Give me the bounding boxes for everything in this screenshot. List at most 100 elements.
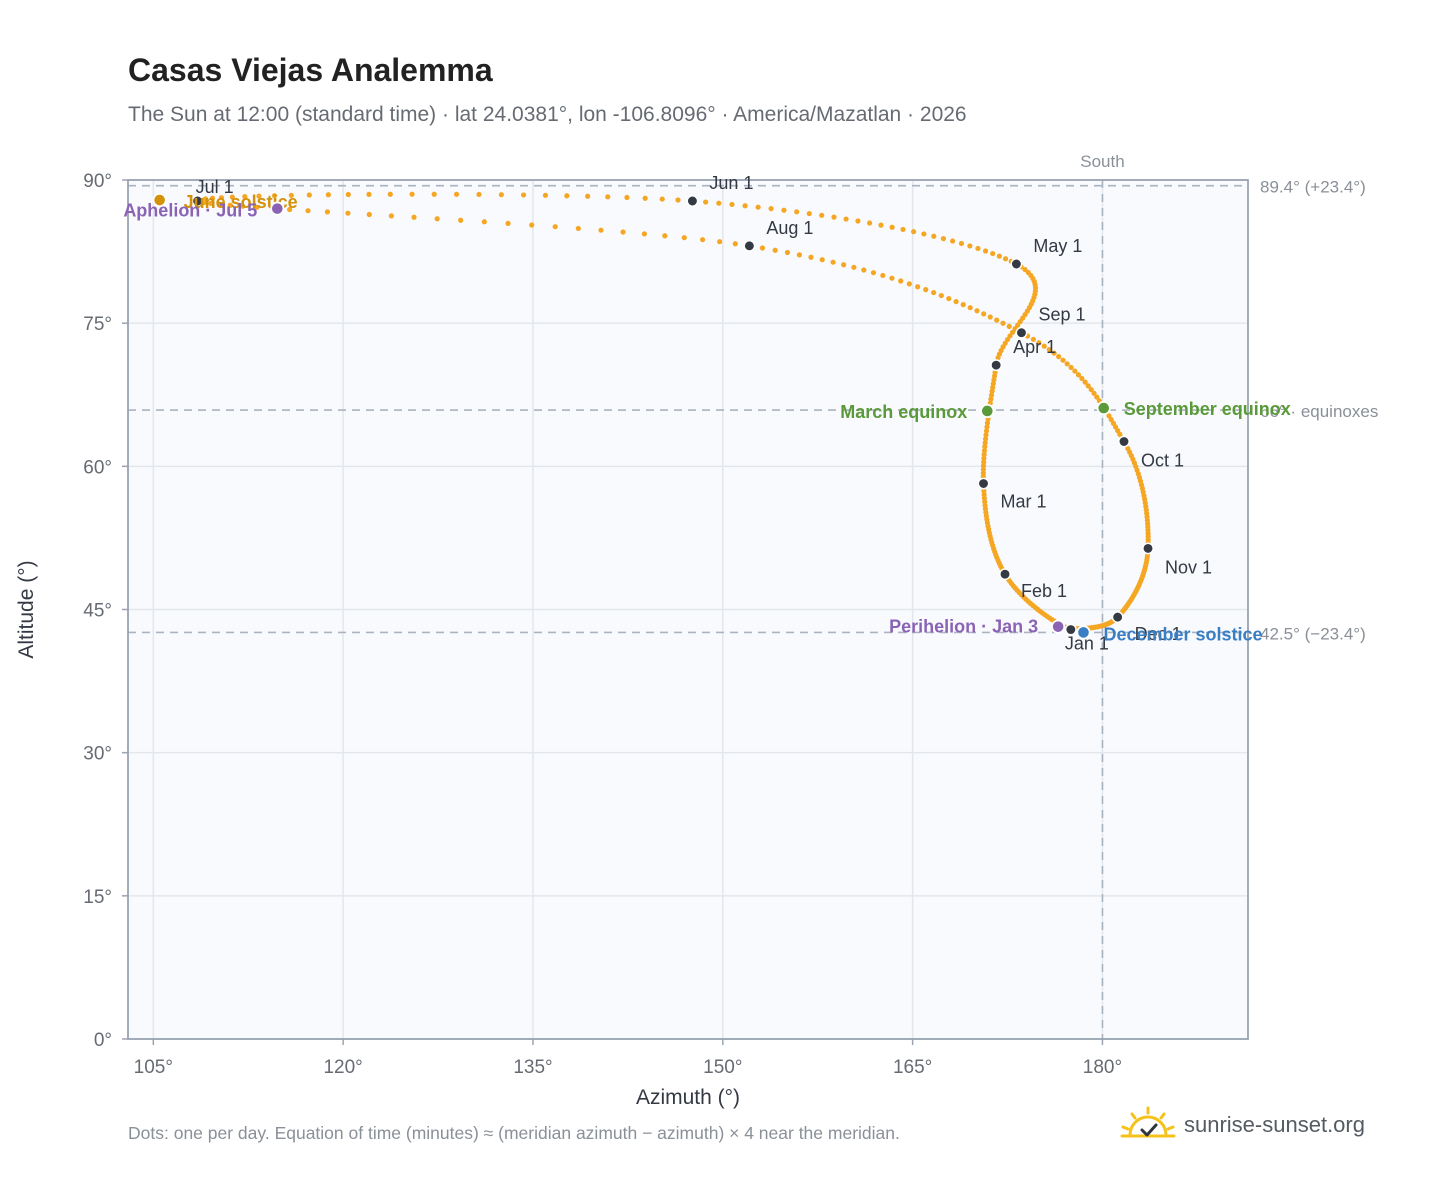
daily-dot [217,201,223,207]
daily-dot [967,243,973,249]
month-marker-label: Apr 1 [1013,337,1056,357]
daily-dot [984,420,991,426]
daily-dot [958,240,965,247]
daily-dot [974,308,980,314]
month-marker-label: Oct 1 [1141,451,1184,471]
y-tick-label: 15° [83,887,112,908]
daily-dot [732,241,738,247]
daily-dot [742,203,748,209]
daily-dot [431,191,437,197]
daily-dot [938,292,944,299]
daily-dot [981,459,987,465]
daily-dot [345,191,351,198]
y-tick-label: 45° [83,601,112,622]
reference-line-label: 66° · equinoxes [1260,402,1378,421]
daily-dot [505,220,511,226]
daily-dot [1041,343,1047,349]
daily-dot [254,204,260,210]
daily-dot [288,192,294,198]
x-tick-label: 135° [513,1057,552,1078]
daily-dot [585,193,591,199]
daily-dot [564,193,570,199]
daily-dot [980,470,986,476]
month-marker-label: Aug 1 [766,218,813,238]
chart-subtitle: The Sun at 12:00 (standard time) · lat 2… [128,103,967,126]
daily-dot [620,229,626,235]
daily-dot [1030,336,1036,342]
daily-dot [880,272,886,279]
daily-dot [699,237,706,243]
daily-dot [409,191,415,197]
month-marker-label: Jun 1 [709,173,753,193]
daily-dot [662,233,668,239]
daily-dot [981,451,987,458]
month-marker [1111,611,1124,624]
daily-dot [1007,333,1013,339]
daily-dot [981,311,987,317]
event-marker [980,403,995,419]
daily-dot [729,201,735,208]
daily-dot [984,424,990,430]
daily-dot [994,317,1000,323]
daily-dot [575,225,581,232]
daily-dot [982,436,989,442]
daily-dot [1064,361,1070,367]
daily-dot [982,248,989,254]
daily-dot [982,444,988,450]
y-axis-label: Altitude (°) [15,560,38,658]
daily-dot [1079,375,1085,382]
daily-dot [1091,390,1097,396]
daily-dot [808,254,814,260]
daily-dot [953,298,959,305]
daily-dot [946,295,952,302]
daily-dot [287,206,293,213]
daily-dot [598,227,604,233]
daily-dot [990,384,996,391]
daily-dot [983,432,989,438]
daily-dot [242,194,248,200]
daily-dot [366,191,372,197]
daily-dot [345,210,351,216]
month-marker [191,195,204,207]
event-marker [152,192,167,208]
daily-dot [981,488,987,494]
daily-dot [755,204,761,210]
daily-dot [967,305,973,311]
daily-dot [411,214,417,220]
month-marker-label: Dec 1 [1135,624,1182,644]
daily-dot [716,200,722,206]
brand[interactable]: sunrise-sunset.org [1120,1100,1365,1150]
sun-logo-icon [1120,1106,1176,1138]
daily-dot [980,463,987,469]
daily-dot [923,287,929,293]
y-tick-label: 30° [83,744,112,765]
x-tick-label: 165° [893,1057,932,1078]
event-label: September equinox [1124,399,1291,419]
daily-dot [434,216,440,222]
daily-dot [861,267,867,273]
x-tick-label: 150° [703,1057,742,1078]
y-tick-label: 60° [83,457,112,478]
daily-dot [1075,372,1082,378]
daily-dot [841,262,847,268]
event-label: Aphelion · Jul 5 [123,201,257,221]
daily-dot [659,196,665,202]
daily-dot [960,302,966,308]
daily-dot [1002,256,1009,262]
daily-dot [305,208,311,214]
reference-line-label: 89.4° (+23.4°) [1260,178,1366,197]
daily-dot [542,192,549,198]
event-marker [1051,619,1066,634]
daily-dot [988,396,994,402]
daily-dot [915,284,921,290]
daily-dot [306,192,312,198]
daily-dot [641,231,647,237]
daily-dot [1068,364,1074,371]
x-tick-label: 120° [323,1057,362,1078]
daily-dot [819,257,825,263]
daily-dot [794,209,800,215]
daily-dot [911,229,917,235]
daily-dot [1060,357,1066,363]
daily-dot [624,194,630,201]
daily-dot [209,195,216,201]
